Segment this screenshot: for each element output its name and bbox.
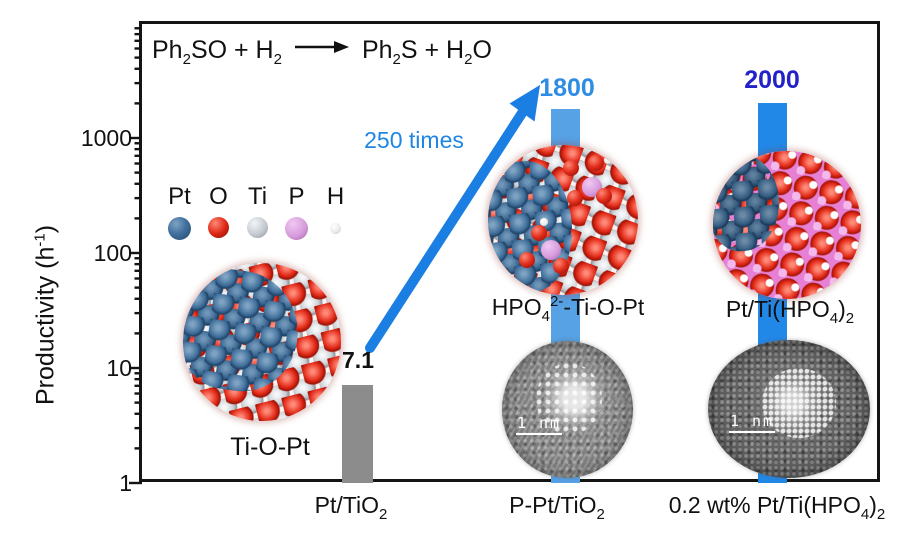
- label-text: ): [869, 492, 877, 518]
- hydrogen-sphere: [604, 156, 612, 164]
- eq-part: Ph: [152, 36, 183, 64]
- eq-sub: 2: [273, 51, 282, 68]
- scale-bar-line: [516, 433, 562, 435]
- scale-label: 1 nm: [729, 412, 775, 430]
- tem-crystal-core: [536, 363, 602, 435]
- y-axis-title: Productivity (h-1): [32, 225, 61, 405]
- label-sub: 2: [378, 506, 388, 523]
- eq-sub: 2: [182, 51, 191, 68]
- oxygen-sphere: [519, 252, 535, 268]
- tem-crystal-core: [762, 368, 836, 438]
- o-sphere-icon: [208, 217, 229, 238]
- y-title-sup: -1: [31, 233, 49, 247]
- y-tick-1000: 1000: [80, 125, 132, 151]
- h-sphere-icon: [330, 223, 341, 234]
- legend-label: H: [326, 183, 345, 210]
- model-pt-ti-hpo4: [713, 151, 861, 299]
- x-label-pt-tio2: Pt/TiO2: [315, 492, 388, 523]
- legend-label: Ti: [247, 183, 268, 210]
- bar-pt-tio2: [342, 385, 373, 483]
- label-text: ): [838, 296, 846, 322]
- y-title-text: Productivity (h: [31, 246, 60, 406]
- reaction-arrow-icon: [294, 41, 349, 53]
- legend-label: Pt: [168, 183, 191, 210]
- ti-sphere-icon: [247, 217, 268, 238]
- y-tick-1: 1: [119, 470, 132, 496]
- label-sub: 4: [860, 506, 870, 523]
- oxygen-sphere: [553, 258, 569, 274]
- tem-image-p-pt-tio2: [502, 341, 633, 478]
- label-text: Pt/Ti(HPO: [725, 296, 830, 322]
- legend-label: O: [209, 183, 228, 210]
- oxygen-sphere: [563, 160, 579, 176]
- fold-increase-annotation: 250 times: [364, 127, 464, 153]
- y-tick-10: 10: [106, 355, 132, 381]
- eq-part: O: [472, 36, 492, 64]
- label-text: P-Pt/TiO: [509, 492, 597, 518]
- oxygen-sphere: [596, 188, 612, 204]
- label-sub: 2: [876, 506, 886, 523]
- x-label-pt-ti-hpo4: 0.2 wt% Pt/Ti(HPO4)2: [669, 492, 886, 523]
- label-sup: 2-: [549, 293, 564, 310]
- eq-part: SO + H: [190, 36, 274, 64]
- phosphorus-sphere: [541, 240, 561, 260]
- oxygen-sphere: [567, 190, 583, 206]
- legend-item-p: P: [277, 183, 316, 240]
- legend-label: P: [288, 183, 305, 210]
- eq-sub: 2: [464, 51, 473, 68]
- eq-part: S + H: [400, 36, 465, 64]
- model-ti-o-pt: [183, 263, 341, 421]
- oxygen-sphere: [531, 225, 547, 241]
- bar-value-2000: 2000: [744, 66, 800, 94]
- scale-bar-1nm: 1 nm: [516, 414, 562, 435]
- y-title-text: ): [31, 224, 60, 234]
- scale-bar-line: [729, 431, 775, 433]
- scale-bar-1nm: 1 nm: [729, 412, 775, 433]
- pt-sphere-icon: [168, 217, 191, 240]
- plot-frame: [139, 21, 880, 482]
- legend-item-h: H: [316, 183, 355, 240]
- label-sub: 2: [845, 310, 855, 327]
- label-sub: 2: [596, 506, 605, 523]
- label-text: -Ti-O-Pt: [563, 294, 645, 320]
- label-sub: 4: [829, 310, 839, 327]
- label-text: 0.2 wt% Pt/Ti(HPO: [668, 492, 861, 518]
- eq-part: Ph: [361, 36, 393, 64]
- legend-item-pt: Pt: [160, 183, 199, 240]
- y-tick-100: 100: [93, 240, 132, 266]
- label-sub: 4: [541, 308, 550, 325]
- label-text: HPO: [491, 294, 542, 320]
- atom-legend: Pt O Ti P H: [160, 183, 355, 240]
- bar-value-7.1: 7.1: [342, 347, 374, 373]
- label-text: Pt/TiO: [314, 492, 379, 518]
- legend-item-ti: Ti: [238, 183, 277, 240]
- bar-value-1800: 1800: [539, 74, 595, 102]
- model-hpo4-ti-o-pt: [488, 145, 638, 295]
- site-label-hpo4-ti-o-pt: HPO42--Ti-O-Pt: [492, 293, 644, 325]
- oxygen-sphere: [588, 155, 604, 171]
- site-label-ti-o-pt: Ti-O-Pt: [230, 433, 310, 461]
- x-label-p-pt-tio2: P-Pt/TiO2: [509, 492, 605, 523]
- legend-item-o: O: [199, 183, 238, 240]
- site-label-pt-ti-hpo4: Pt/Ti(HPO4)2: [726, 296, 854, 327]
- eq-sub: 2: [392, 51, 401, 68]
- hydrogen-sphere: [540, 218, 548, 226]
- scale-label: 1 nm: [516, 414, 562, 432]
- p-sphere-icon: [285, 217, 308, 240]
- tem-image-pt-ti-hpo4: [708, 340, 870, 478]
